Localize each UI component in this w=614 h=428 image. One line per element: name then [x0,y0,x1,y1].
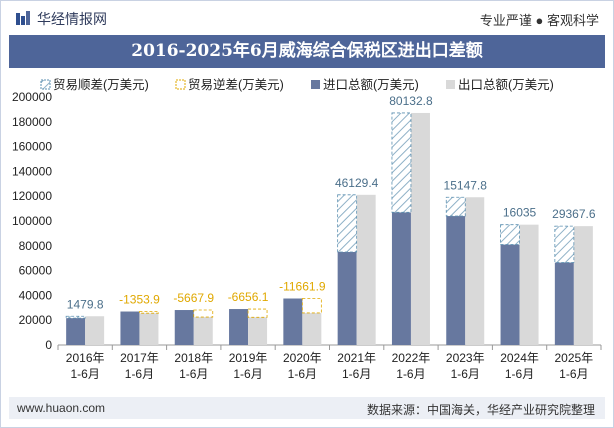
x-tick-label: 2020年 [283,351,322,365]
y-tick-label: 200000 [12,90,52,104]
export-bar [519,224,539,345]
x-tick-label: 2016年 [66,351,105,365]
surplus-box [337,194,358,253]
data-source: 数据来源：中国海关，华经产业研究院整理 [366,403,595,417]
export-bar [302,312,322,345]
y-tick-label: 180000 [12,115,52,129]
import-bar [337,252,357,345]
balance-label: 15147.8 [444,178,488,192]
deficit-box [301,298,322,314]
export-bar [248,317,268,345]
y-tick-label: 160000 [12,140,52,154]
top-bar: 华经情报网 专业严谨 ● 客观科学 [1,1,613,35]
deficit-box [193,309,214,318]
x-tick-label: 2019年 [229,351,268,365]
import-bar [229,309,249,345]
export-bar [410,112,430,345]
y-tick-label: 0 [45,338,52,352]
balance-label: 46129.4 [335,176,379,190]
legend-label-deficit: 贸易逆差(万美元) [188,77,284,92]
chart-svg: 贸易顺差(万美元) 贸易逆差(万美元) 进口总额(万美元) 出口总额(万美元) 0 20… [12,77,602,381]
legend-swatch-import [311,80,320,89]
x-tick-label: 1-6月 [288,367,317,381]
x-tick-label: 2022年 [392,351,431,365]
surplus-box [554,225,575,263]
balance-label: 1479.8 [67,297,104,311]
export-bar [85,316,105,345]
website-link[interactable]: www.huaon.com [17,401,106,415]
legend-label-export: 出口总额(万美元) [458,78,554,92]
x-tick-label: 1-6月 [342,367,371,381]
balance-label: 29367.6 [552,207,596,221]
deficit-box [139,311,159,314]
x-axis: 2016年 1-6月 2017年 1-6月 2018年 1-6月 2019年 1-6月 2020… [57,345,602,381]
huajing-logo-icon [16,11,30,25]
surplus-box [445,196,466,217]
legend-label-import: 进口总额(万美元) [323,78,419,92]
tagline: 专业严谨 ● 客观科学 [479,13,599,28]
export-bar [356,194,376,345]
balance-label: -5667.9 [173,291,214,305]
x-tick-label: 1-6月 [125,367,154,381]
deficit-box [247,308,268,318]
import-bar [391,212,411,345]
export-bar [465,197,485,345]
import-bar [120,311,140,345]
import-bar [554,262,574,345]
y-tick-label: 20000 [19,313,53,327]
y-tick-label: 60000 [19,264,53,278]
surplus-box [391,112,412,213]
import-bar [283,298,303,345]
y-tick-label: 140000 [12,164,52,178]
legend-swatch-deficit [175,79,186,90]
x-tick-label: 1-6月 [505,367,534,381]
brand-name: 华经情报网 [37,11,107,27]
chart-legend: 贸易顺差(万美元) 贸易逆差(万美元) 进口总额(万美元) 出口总额(万美元) [40,77,554,92]
x-tick-label: 1-6月 [70,367,99,381]
import-bar [446,216,466,345]
chart-title: 2016-2025年6月威海综合保税区进出口差额 [9,35,605,68]
balance-label: -6656.1 [228,290,269,304]
y-tick-label: 100000 [12,214,52,228]
x-tick-label: 1-6月 [559,367,588,381]
export-bar [193,317,213,345]
balance-label: -1353.9 [119,293,160,307]
y-tick-label: 40000 [19,288,53,302]
legend-label-surplus: 贸易顺差(万美元) [53,78,149,92]
balance-label: -11661.9 [279,280,326,294]
x-tick-label: 2023年 [446,351,485,365]
x-tick-label: 1-6月 [179,367,208,381]
import-bar [174,310,194,345]
import-bar [66,318,86,345]
bars-group: 1479.8 -1353.9 -5667.9 -6656.1 -11661.9 46129… [65,94,596,345]
legend-swatch-surplus [40,79,51,90]
surplus-box [500,224,520,245]
export-bar [139,313,159,345]
y-tick-label: 120000 [12,189,52,203]
x-tick-label: 1-6月 [451,367,480,381]
x-tick-label: 2021年 [337,351,376,365]
x-tick-label: 2018年 [174,351,213,365]
y-tick-label: 80000 [19,239,53,253]
import-bar [500,244,520,345]
legend-swatch-export [446,80,455,89]
x-tick-label: 2025年 [554,351,593,365]
x-tick-label: 2017年 [120,351,159,365]
footer-bar: www.huaon.com 数据来源：中国海关，华经产业研究院整理 [9,397,605,419]
export-bar [573,226,593,345]
balance-label: 80132.8 [389,94,433,108]
x-tick-label: 2024年 [500,351,539,365]
x-tick-label: 1-6月 [396,367,425,381]
surplus-box [65,315,86,319]
balance-label: 16035 [503,206,537,220]
x-tick-label: 1-6月 [233,367,262,381]
